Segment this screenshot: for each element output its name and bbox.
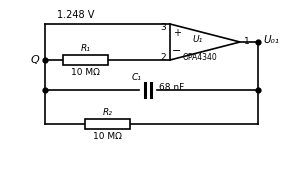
Text: 68 nF: 68 nF xyxy=(159,83,184,93)
Text: 2: 2 xyxy=(160,52,166,62)
Text: 10 MΩ: 10 MΩ xyxy=(93,132,122,141)
Text: +: + xyxy=(173,28,181,38)
Text: 3: 3 xyxy=(160,23,166,31)
Text: 1: 1 xyxy=(244,37,250,46)
Text: Q: Q xyxy=(30,55,39,65)
Text: R₁: R₁ xyxy=(81,44,90,53)
Text: U₀₁: U₀₁ xyxy=(263,35,279,45)
Text: R₂: R₂ xyxy=(103,108,112,117)
FancyBboxPatch shape xyxy=(85,119,130,129)
Polygon shape xyxy=(170,24,240,60)
Text: 10 MΩ: 10 MΩ xyxy=(71,68,100,77)
Text: C₁: C₁ xyxy=(131,73,141,82)
Text: U₁: U₁ xyxy=(193,35,203,44)
Text: 1.248 V: 1.248 V xyxy=(57,10,94,20)
Text: OPA4340: OPA4340 xyxy=(183,53,218,62)
Text: −: − xyxy=(172,46,182,56)
FancyBboxPatch shape xyxy=(63,55,108,65)
